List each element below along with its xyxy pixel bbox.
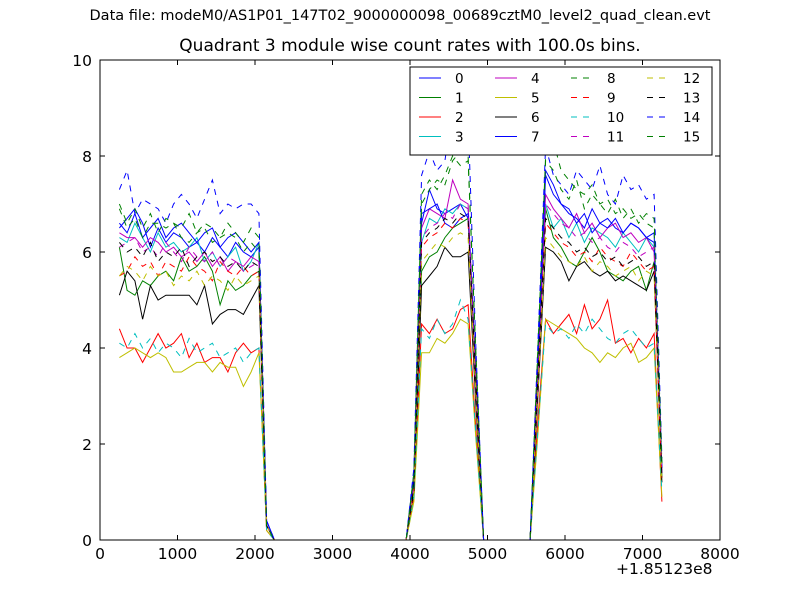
x-tick-label: 7000 [623,545,662,563]
x-tick-label: 8000 [700,545,739,563]
series-line-5 [119,318,663,540]
x-tick-label: 3000 [313,545,352,563]
legend-label-12: 12 [683,71,700,87]
chart-title: Quadrant 3 module wise count rates with … [179,36,641,56]
legend-label-6: 6 [531,110,540,126]
y-tick-label: 10 [72,52,92,70]
series-line-6 [118,246,663,540]
series-line-2 [118,298,663,540]
series-line-13 [119,212,663,540]
legend-label-5: 5 [531,91,540,107]
series-line-8 [118,140,663,540]
series-line-15 [118,150,663,540]
legend-frame [409,66,713,156]
series-line-0 [119,168,663,540]
legend-label-7: 7 [531,130,540,146]
series-line-9 [119,217,663,540]
figure-suptitle: Data file: modeM0/AS1P01_147T02_90000000… [89,8,711,24]
legend-label-14: 14 [683,110,700,126]
series-layer [118,106,663,540]
legend-label-10: 10 [607,110,624,126]
legend-label-0: 0 [455,71,464,87]
legend-label-13: 13 [683,91,700,107]
legend-label-8: 8 [607,71,616,87]
x-tick-label: 1000 [158,545,197,563]
series-line-7 [119,175,663,540]
x-offset-label: +1.85123e8 [616,560,713,578]
x-tick-label: 6000 [545,545,584,563]
legend-label-3: 3 [455,130,464,146]
series-line-12 [119,232,663,540]
series-line-14 [118,106,663,540]
legend-label-15: 15 [683,130,700,146]
x-tick-label: 2000 [235,545,274,563]
legend-label-9: 9 [607,91,616,107]
series-line-10 [119,298,663,540]
legend-label-11: 11 [607,130,624,146]
legend-label-2: 2 [455,110,464,126]
legend-label-1: 1 [455,91,464,107]
y-tick-label: 2 [82,436,92,454]
series-line-11 [119,202,663,540]
y-tick-label: 0 [82,532,92,550]
series-line-1 [118,208,663,540]
y-tick-label: 6 [82,244,92,262]
series-line-3 [119,203,663,540]
series-line-4 [119,178,663,540]
x-tick-label: 0 [95,545,105,563]
y-tick-label: 8 [82,148,92,166]
y-tick-label: 4 [82,340,92,358]
x-tick-label: 5000 [468,545,507,563]
x-tick-label: 4000 [390,545,429,563]
legend-label-4: 4 [531,71,540,87]
